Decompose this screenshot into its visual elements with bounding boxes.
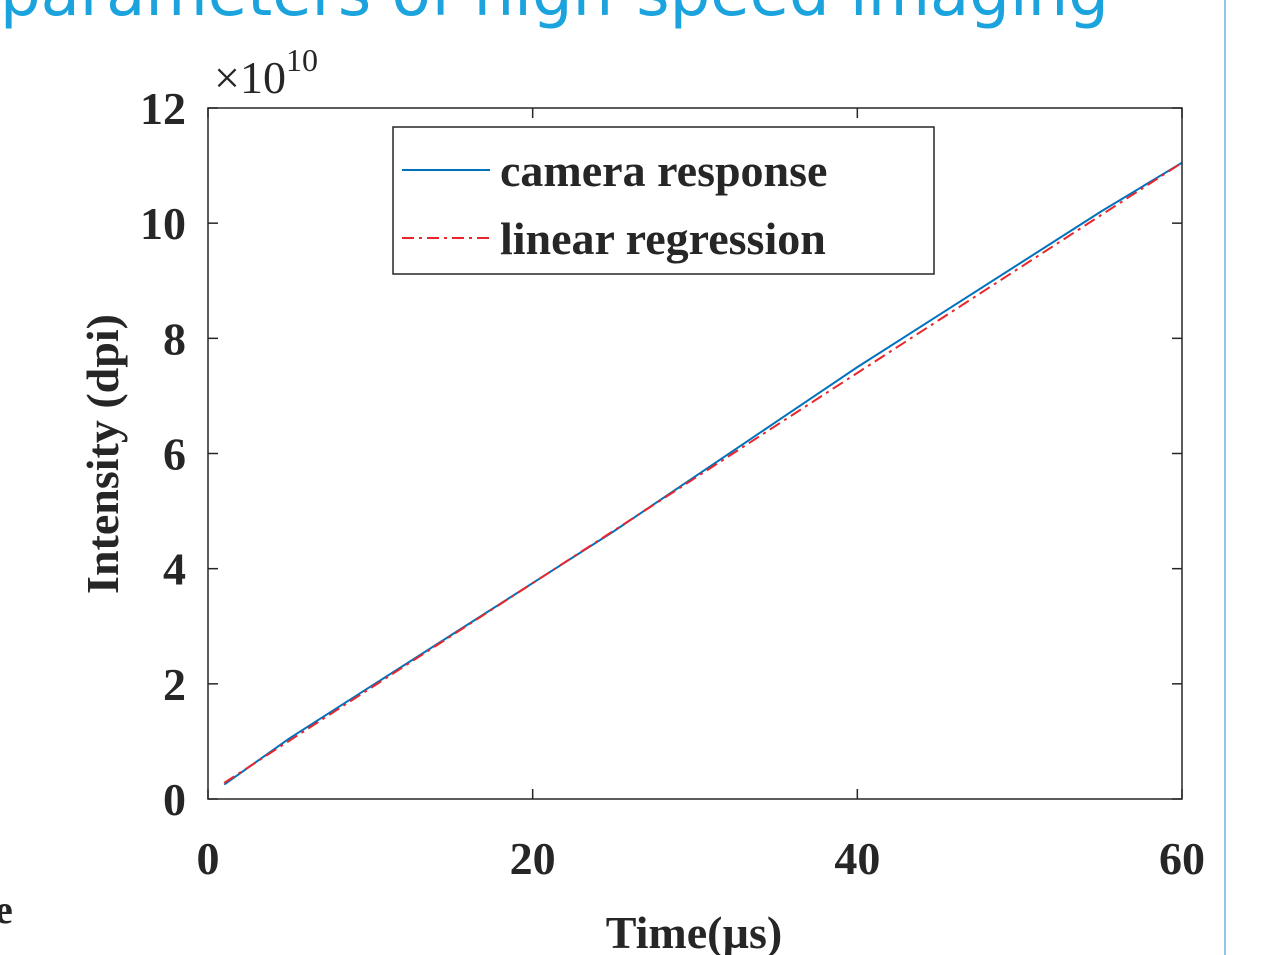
y-tick-labels: 0 2 4 6 8 10 12: [140, 83, 186, 825]
x-tick-label: 40: [834, 833, 880, 884]
y-tick-label: 12: [140, 83, 186, 134]
series-line-camera-response: [223, 161, 1183, 786]
series-line-linear-regression: [223, 161, 1183, 784]
y-tick-label: 4: [163, 544, 186, 595]
x-axis-label: Time(µs): [606, 907, 782, 955]
clipped-heading: parameters of high-speed imaging: [0, 0, 1225, 34]
x-tick-label: 0: [197, 833, 220, 884]
legend: camera response linear regression: [392, 126, 935, 275]
plot-frame: [207, 107, 1183, 800]
y-tick-label: 8: [163, 313, 186, 364]
y-multiplier-exponent: 10: [286, 42, 318, 78]
clipped-left-text: re: [0, 887, 13, 932]
legend-label-camera-response: camera response: [500, 145, 827, 196]
x-tick-labels: 0 20 40 60: [197, 833, 1206, 884]
y-axis-label: Intensity (dpi): [77, 314, 128, 594]
y-multiplier-base: ×10: [214, 52, 286, 103]
series-group: [223, 161, 1183, 786]
y-tick-label: 2: [163, 659, 186, 710]
legend-label-linear-regression: linear regression: [500, 213, 826, 264]
y-multiplier: ×1010: [214, 42, 318, 103]
x-tick-label: 20: [510, 833, 556, 884]
legend-box: [392, 126, 935, 275]
side-rule: [1224, 0, 1226, 955]
y-tick-label: 6: [163, 429, 186, 480]
x-tick-label: 60: [1159, 833, 1205, 884]
y-tick-label: 10: [140, 198, 186, 249]
y-tick-label: 0: [163, 774, 186, 825]
